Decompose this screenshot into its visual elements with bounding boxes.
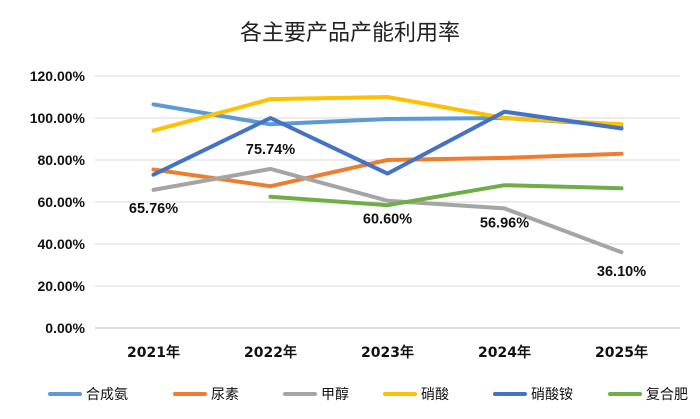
x-tick-label: 2021年 [127,344,180,361]
y-tick-label: 20.00% [38,278,86,294]
data-label: 75.74% [246,142,295,158]
y-tick-label: 0.00% [45,320,85,336]
y-tick-label: 40.00% [38,236,86,252]
legend-label: 硝酸 [421,387,449,403]
series-lines [151,95,624,255]
x-axis-ticks: 2021年 2022年 2023年 2024年 2025年 [127,344,648,361]
legend-item: 合成氨 [48,387,128,403]
data-labels: 65.76% 75.74% 60.60% 56.96% 36.10% [129,142,646,280]
legend-item: 甲醇 [283,386,349,403]
y-tick-label: 100.00% [30,110,86,126]
series-line [151,109,624,177]
y-tick-label: 120.00% [30,68,86,84]
series-line [151,166,624,255]
chart-title: 各主要产品产能利用率 [240,21,460,46]
y-tick-label: 60.00% [38,194,86,210]
x-tick-label: 2024年 [478,344,531,361]
legend-label: 硝酸铵 [531,387,573,403]
legend-item: 硝酸铵 [493,387,573,403]
legend-item: 复合肥 [608,386,688,403]
data-label: 56.96% [480,215,529,231]
legend-item: 尿素 [173,387,239,403]
series-line [268,183,624,208]
data-label: 60.60% [363,212,412,228]
legend-label: 合成氨 [86,387,128,403]
legend-label: 甲醇 [321,386,349,403]
data-label: 36.10% [597,264,646,280]
series-line [151,95,624,133]
data-label: 65.76% [129,201,178,217]
legend-item: 硝酸 [383,387,449,403]
series-line [151,151,624,189]
legend: 合成氨 尿素 甲醇 硝酸 硝酸铵 复合肥 [48,386,688,403]
legend-label: 复合肥 [646,386,688,403]
x-tick-label: 2022年 [244,344,297,361]
x-tick-label: 2025年 [595,344,648,361]
y-axis-ticks: 0.00% 20.00% 40.00% 60.00% 80.00% 100.00% 120.… [30,68,86,336]
x-tick-label: 2023年 [361,344,414,361]
y-tick-label: 80.00% [38,152,86,168]
legend-label: 尿素 [211,387,239,403]
